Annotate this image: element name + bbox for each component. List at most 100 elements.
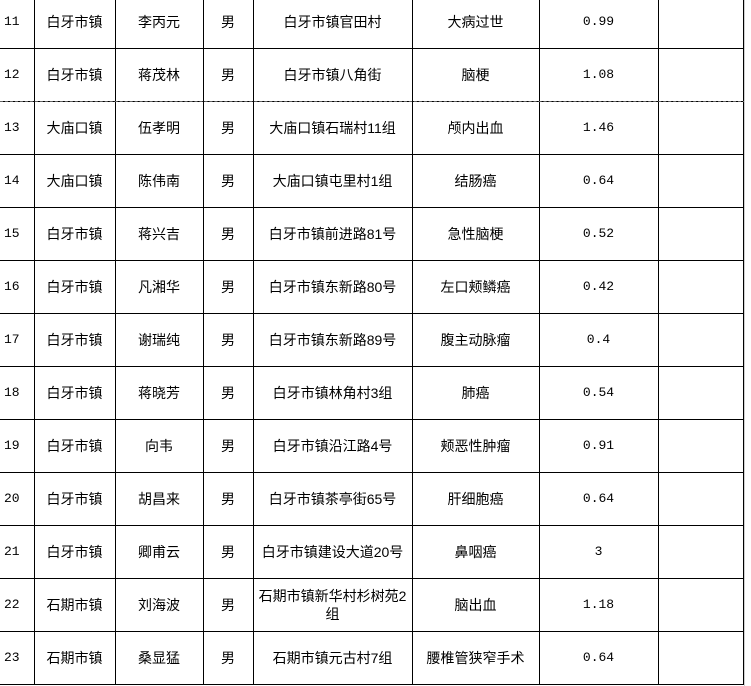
cell-address[interactable]: 白牙市镇林角村3组	[252, 366, 413, 420]
cell-name[interactable]: 蒋兴吉	[114, 207, 204, 261]
cell-amount[interactable]: 1.46	[538, 101, 659, 155]
cell-town[interactable]: 石期市镇	[33, 578, 116, 632]
cell-note[interactable]	[657, 525, 744, 579]
cell-sex[interactable]: 男	[202, 154, 254, 208]
cell-no[interactable]: 13	[0, 101, 35, 155]
cell-amount[interactable]: 0.64	[538, 154, 659, 208]
cell-sex[interactable]: 男	[202, 472, 254, 526]
cell-amount[interactable]: 0.91	[538, 419, 659, 473]
cell-no[interactable]: 23	[0, 631, 35, 685]
cell-note[interactable]	[657, 260, 744, 314]
cell-no[interactable]: 17	[0, 313, 35, 367]
cell-address[interactable]: 石期市镇元古村7组	[252, 631, 413, 685]
cell-town[interactable]: 白牙市镇	[33, 366, 116, 420]
cell-town[interactable]: 大庙口镇	[33, 101, 116, 155]
cell-town[interactable]: 白牙市镇	[33, 419, 116, 473]
cell-note[interactable]	[657, 313, 744, 367]
cell-address[interactable]: 大庙口镇石瑞村11组	[252, 101, 413, 155]
cell-amount[interactable]: 0.4	[538, 313, 659, 367]
cell-sex[interactable]: 男	[202, 48, 254, 102]
cell-cause[interactable]: 肺癌	[411, 366, 540, 420]
cell-sex[interactable]: 男	[202, 631, 254, 685]
cell-name[interactable]: 陈伟南	[114, 154, 204, 208]
cell-sex[interactable]: 男	[202, 525, 254, 579]
cell-address[interactable]: 白牙市镇茶亭街65号	[252, 472, 413, 526]
cell-cause[interactable]: 腰椎管狭窄手术	[411, 631, 540, 685]
cell-town[interactable]: 白牙市镇	[33, 207, 116, 261]
cell-name[interactable]: 伍孝明	[114, 101, 204, 155]
cell-town[interactable]: 白牙市镇	[33, 313, 116, 367]
cell-note[interactable]	[657, 578, 744, 632]
cell-address[interactable]: 白牙市镇东新路89号	[252, 313, 413, 367]
cell-town[interactable]: 大庙口镇	[33, 154, 116, 208]
cell-town[interactable]: 白牙市镇	[33, 525, 116, 579]
cell-address[interactable]: 白牙市镇八角街	[252, 48, 413, 102]
cell-amount[interactable]: 0.42	[538, 260, 659, 314]
cell-name[interactable]: 卿甫云	[114, 525, 204, 579]
cell-no[interactable]: 14	[0, 154, 35, 208]
cell-no[interactable]: 18	[0, 366, 35, 420]
cell-note[interactable]	[657, 0, 744, 49]
cell-cause[interactable]: 鼻咽癌	[411, 525, 540, 579]
cell-cause[interactable]: 大病过世	[411, 0, 540, 49]
cell-name[interactable]: 蒋晓芳	[114, 366, 204, 420]
cell-note[interactable]	[657, 472, 744, 526]
cell-sex[interactable]: 男	[202, 366, 254, 420]
cell-no[interactable]: 11	[0, 0, 35, 49]
cell-amount[interactable]: 0.64	[538, 631, 659, 685]
cell-name[interactable]: 桑显猛	[114, 631, 204, 685]
cell-sex[interactable]: 男	[202, 419, 254, 473]
cell-town[interactable]: 白牙市镇	[33, 260, 116, 314]
cell-address[interactable]: 白牙市镇前进路81号	[252, 207, 413, 261]
cell-cause[interactable]: 结肠癌	[411, 154, 540, 208]
cell-amount[interactable]: 0.64	[538, 472, 659, 526]
cell-town[interactable]: 石期市镇	[33, 631, 116, 685]
cell-sex[interactable]: 男	[202, 0, 254, 49]
cell-name[interactable]: 向韦	[114, 419, 204, 473]
cell-name[interactable]: 李丙元	[114, 0, 204, 49]
cell-amount[interactable]: 1.18	[538, 578, 659, 632]
cell-note[interactable]	[657, 154, 744, 208]
cell-no[interactable]: 12	[0, 48, 35, 102]
cell-name[interactable]: 胡昌来	[114, 472, 204, 526]
cell-amount[interactable]: 0.52	[538, 207, 659, 261]
cell-amount[interactable]: 1.08	[538, 48, 659, 102]
cell-town[interactable]: 白牙市镇	[33, 48, 116, 102]
cell-address[interactable]: 白牙市镇官田村	[252, 0, 413, 49]
cell-sex[interactable]: 男	[202, 313, 254, 367]
cell-address[interactable]: 大庙口镇屯里村1组	[252, 154, 413, 208]
cell-note[interactable]	[657, 101, 744, 155]
cell-cause[interactable]: 脑梗	[411, 48, 540, 102]
cell-amount[interactable]: 0.99	[538, 0, 659, 49]
cell-amount[interactable]: 0.54	[538, 366, 659, 420]
cell-no[interactable]: 16	[0, 260, 35, 314]
cell-cause[interactable]: 左口颊鳞癌	[411, 260, 540, 314]
cell-cause[interactable]: 腹主动脉瘤	[411, 313, 540, 367]
cell-no[interactable]: 21	[0, 525, 35, 579]
cell-sex[interactable]: 男	[202, 578, 254, 632]
cell-cause[interactable]: 脑出血	[411, 578, 540, 632]
cell-town[interactable]: 白牙市镇	[33, 0, 116, 49]
cell-no[interactable]: 20	[0, 472, 35, 526]
cell-no[interactable]: 22	[0, 578, 35, 632]
cell-address[interactable]: 白牙市镇沿江路4号	[252, 419, 413, 473]
cell-cause[interactable]: 急性脑梗	[411, 207, 540, 261]
cell-cause[interactable]: 颊恶性肿瘤	[411, 419, 540, 473]
cell-no[interactable]: 19	[0, 419, 35, 473]
cell-note[interactable]	[657, 207, 744, 261]
cell-note[interactable]	[657, 631, 744, 685]
cell-note[interactable]	[657, 419, 744, 473]
cell-sex[interactable]: 男	[202, 101, 254, 155]
cell-no[interactable]: 15	[0, 207, 35, 261]
cell-cause[interactable]: 颅内出血	[411, 101, 540, 155]
cell-sex[interactable]: 男	[202, 207, 254, 261]
cell-address[interactable]: 白牙市镇建设大道20号	[252, 525, 413, 579]
cell-name[interactable]: 凡湘华	[114, 260, 204, 314]
cell-address[interactable]: 石期市镇新华村杉树苑2组	[252, 578, 413, 632]
cell-amount[interactable]: 3	[538, 525, 659, 579]
cell-address[interactable]: 白牙市镇东新路80号	[252, 260, 413, 314]
cell-note[interactable]	[657, 48, 744, 102]
cell-cause[interactable]: 肝细胞癌	[411, 472, 540, 526]
cell-name[interactable]: 蒋茂林	[114, 48, 204, 102]
cell-note[interactable]	[657, 366, 744, 420]
